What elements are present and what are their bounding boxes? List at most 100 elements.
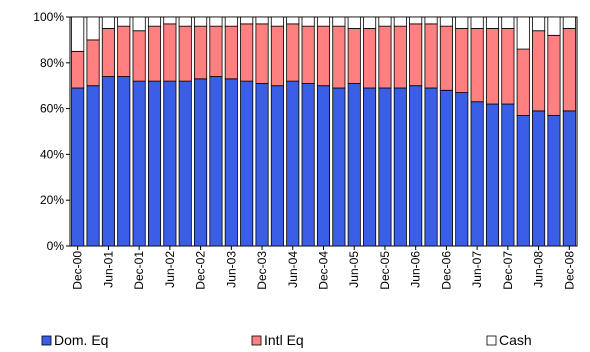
bar-segment (209, 25, 223, 77)
bar-segment (562, 110, 576, 247)
bar-segment (71, 87, 85, 247)
bar-segment (393, 87, 407, 247)
bar-segment (470, 16, 484, 29)
bar-segment (470, 101, 484, 247)
bar-segment (363, 16, 377, 29)
bar-segment (132, 30, 146, 82)
bar-segment (439, 16, 453, 27)
bar-segment (178, 16, 192, 27)
x-tick-label: Jun-06 (409, 251, 423, 288)
bar-segment (132, 80, 146, 247)
legend-label: Dom. Eq (54, 332, 108, 348)
bar-segment (147, 80, 162, 247)
bar-segment (117, 16, 131, 27)
bar-segment (255, 16, 269, 25)
x-tick-label: Dec-03 (255, 251, 269, 290)
bar-segment (255, 23, 269, 84)
bar-segment (101, 76, 115, 247)
bar-segment (178, 80, 192, 247)
bar-segment (547, 34, 561, 116)
bar-segment (347, 83, 361, 247)
bar-segment (532, 16, 546, 32)
bar-segment (347, 28, 361, 84)
bar-segment (316, 85, 331, 247)
bar-segment (270, 16, 284, 27)
bar-segment (455, 92, 469, 247)
bar-segment (163, 23, 177, 82)
y-tick-label: 0% (47, 239, 65, 253)
bar-segment (516, 48, 530, 116)
bar-segment (286, 23, 300, 82)
bar-segment (255, 83, 269, 247)
bar-segment (409, 85, 423, 247)
bar-segment (378, 16, 392, 27)
bar-segment (194, 16, 208, 27)
bar-segment (363, 28, 377, 89)
bar-segment (178, 25, 192, 82)
bar-segment (363, 87, 377, 247)
bar-segment (562, 16, 576, 29)
bar-segment (455, 28, 469, 93)
bar-segment (117, 76, 131, 247)
bar-segment (485, 16, 500, 29)
x-tick-label: Jun-04 (286, 251, 300, 288)
bar-segment (286, 16, 300, 25)
bar-segment (86, 39, 100, 87)
bar-segment (86, 16, 100, 41)
y-tick-label: 60% (40, 102, 64, 116)
bar-segment (332, 87, 346, 247)
bar-segment (209, 16, 223, 27)
bar-segment (240, 80, 254, 247)
bar-segment (562, 28, 576, 112)
bar-segment (316, 25, 331, 87)
x-tick-label: Jun-01 (101, 251, 115, 288)
bar-segment (347, 16, 361, 29)
bar-segment (132, 16, 146, 32)
bar-segment (332, 16, 346, 27)
legend-swatch (486, 335, 497, 346)
x-tick-label: Jun-02 (163, 251, 177, 288)
bar-segment (439, 89, 453, 247)
bar-segment (547, 115, 561, 247)
bar-segment (409, 16, 423, 25)
x-tick-label: Jun-03 (224, 251, 238, 288)
bar-segment (332, 25, 346, 89)
bar-segment (71, 50, 85, 89)
bar-segment (224, 78, 238, 247)
x-tick-label: Dec-08 (562, 251, 576, 290)
bar-segment (516, 115, 530, 247)
legend-label: Cash (499, 332, 532, 348)
x-tick-label: Dec-00 (71, 251, 85, 290)
bar-segment (224, 16, 238, 27)
bar-segment (270, 85, 284, 247)
bar-segment (532, 110, 546, 247)
bar-segment (301, 83, 315, 247)
bar-segment (224, 25, 238, 80)
bar-segment (409, 23, 423, 87)
x-tick-label: Dec-07 (501, 251, 515, 290)
bar-segment (547, 16, 561, 36)
bar-segment (393, 25, 407, 89)
bar-segment (424, 23, 438, 89)
x-tick-label: Jun-07 (470, 251, 484, 288)
bar-segment (209, 76, 223, 247)
x-tick-label: Dec-06 (439, 251, 453, 290)
y-tick-label: 100% (33, 10, 64, 24)
bar-segment (424, 87, 438, 247)
bar-segment (393, 16, 407, 27)
bar-segment (86, 85, 100, 247)
bar-segment (147, 25, 162, 82)
bar-segment (194, 78, 208, 247)
bar-segment (270, 25, 284, 87)
bar-segment (147, 16, 162, 27)
bar-segment (424, 16, 438, 25)
bar-segment (101, 16, 115, 29)
bar-segment (301, 25, 315, 84)
bar-segment (286, 80, 300, 247)
x-tick-label: Jun-05 (347, 251, 361, 288)
bar-segment (71, 16, 85, 52)
y-tick-label: 80% (40, 56, 64, 70)
y-tick-label: 20% (40, 193, 64, 207)
bar-segment (501, 28, 515, 105)
bar-segment (485, 103, 500, 247)
